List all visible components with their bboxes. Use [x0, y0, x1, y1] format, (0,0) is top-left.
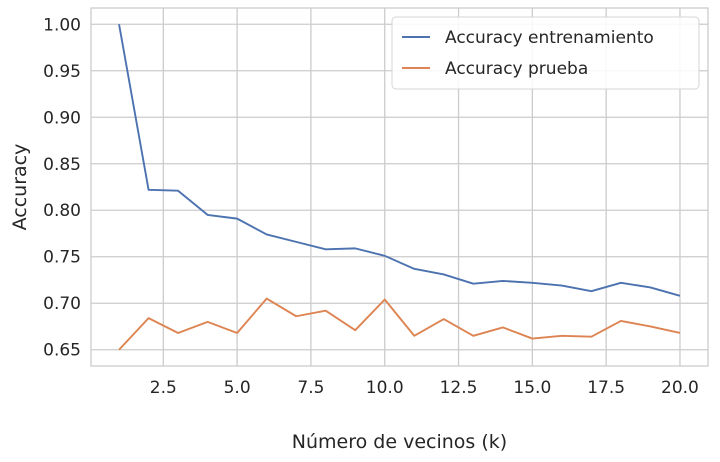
x-tick-label: 20.0 — [661, 378, 699, 398]
legend-label: Accuracy entrenamiento — [445, 28, 654, 48]
series-line-2 — [118, 297, 681, 351]
y-tick-label: 0.90 — [43, 108, 81, 128]
plot-area-border — [90, 7, 709, 367]
y-tick-label: 1.00 — [43, 15, 81, 35]
x-tick-label: 2.5 — [150, 378, 177, 398]
y-tick-label: 0.75 — [43, 248, 81, 268]
x-tick-label: 12.5 — [440, 378, 478, 398]
legend-box — [391, 16, 700, 90]
legend-label: Accuracy prueba — [445, 59, 588, 79]
y-tick-label: 0.70 — [43, 294, 81, 314]
y-tick-label: 0.85 — [43, 155, 81, 175]
y-axis-label: Accuracy — [9, 144, 31, 231]
y-tick-label: 0.80 — [43, 201, 81, 221]
x-tick-labels: 2.5 5.0 7.5 10.0 12.5 15.0 17.5 20.0 — [150, 378, 699, 398]
series-line-1 — [118, 24, 681, 297]
y-tick-labels: 0.65 0.70 0.75 0.80 0.85 0.90 0.95 1.00 — [43, 15, 81, 360]
y-tick-label: 0.95 — [43, 62, 81, 82]
x-tick-label: 5.0 — [224, 378, 251, 398]
x-tick-label: 17.5 — [587, 378, 625, 398]
x-tick-label: 15.0 — [513, 378, 551, 398]
legend: Accuracy entrenamiento Accuracy prueba — [391, 16, 700, 90]
y-tick-label: 0.65 — [43, 341, 81, 361]
series-lines — [118, 24, 681, 351]
axes-frame — [90, 7, 709, 367]
x-tick-label: 7.5 — [297, 378, 324, 398]
x-tick-label: 10.0 — [366, 378, 404, 398]
x-axis-label: Número de vecinos (k) — [292, 431, 507, 453]
